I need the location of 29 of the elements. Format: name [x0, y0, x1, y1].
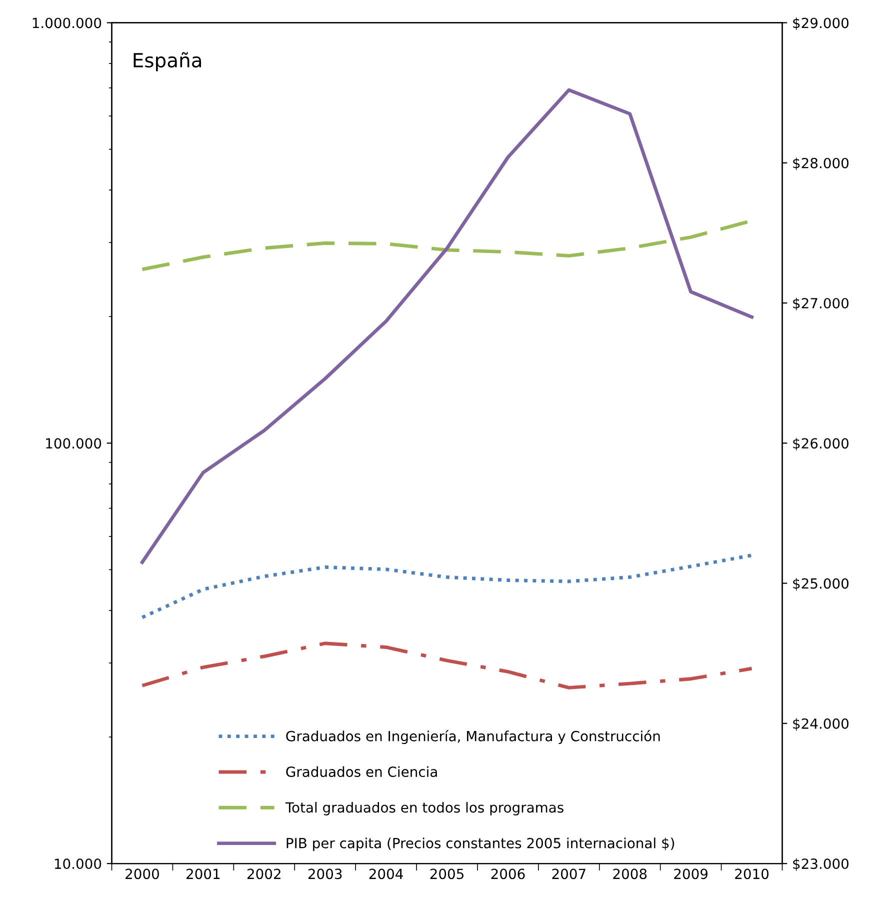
legend-label: Total graduados en todos los programas: [285, 802, 564, 816]
y2-tick-label: $25.000: [793, 578, 848, 591]
y2-tick-label: $28.000: [793, 158, 848, 170]
legend-label: Graduados en Ingeniería, Manufactura y Construcción: [286, 730, 660, 744]
line-series: [140, 554, 754, 620]
x-tick-label: 2007: [552, 868, 586, 880]
x-tick-label: 2003: [308, 868, 342, 880]
line-series: [140, 88, 754, 564]
x-tick-label: 2004: [369, 868, 403, 880]
y2-tick-label: $27.000: [793, 298, 848, 310]
x-tick-label: 2009: [674, 868, 708, 880]
x-tick-label: 2006: [491, 868, 525, 880]
text: España: [134, 52, 202, 72]
y-tick-label: 10.000: [54, 858, 102, 870]
y-tick-label: 100.000: [46, 438, 102, 449]
y2-tick-label: $24.000: [793, 718, 848, 731]
y2-tick-label: $23.000: [793, 858, 848, 871]
x-tick-label: 2010: [735, 868, 769, 880]
x-tick-label: 2000: [126, 868, 159, 880]
line-series: [140, 642, 754, 690]
y2-tick-label: $26.000: [793, 438, 848, 450]
x-tick-label: 2005: [430, 868, 464, 880]
x-tick-label: 2002: [247, 868, 280, 880]
x-tick-label: 2008: [613, 868, 647, 880]
y2-tick-label: $29.000: [793, 17, 848, 30]
y-tick-label: 1.000.000: [32, 18, 102, 28]
legend-label: PIB per capita (Precios constantes 2005 internacional $): [286, 838, 674, 852]
legend-label: Graduados en Ciencia: [286, 766, 437, 778]
x-tick-label: 2001: [186, 868, 220, 880]
